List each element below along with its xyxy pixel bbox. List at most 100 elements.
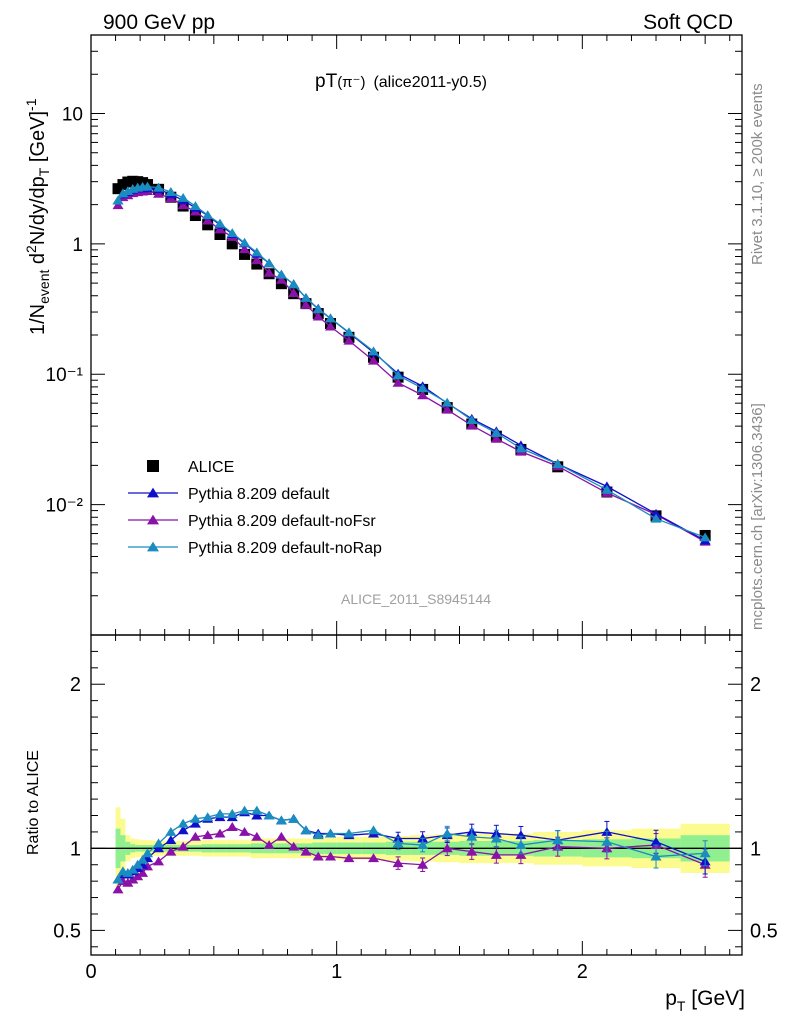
ratio-point-noFsr xyxy=(177,841,189,851)
ratio-point-noFsr xyxy=(226,822,238,831)
point-noRap xyxy=(251,247,263,257)
ratio-point-noRap xyxy=(112,874,124,884)
point-noFsr xyxy=(466,420,478,430)
ratio-point-noFsr xyxy=(263,840,275,850)
y-tick-label-main: 10 xyxy=(62,104,83,125)
ratio-point-noRap xyxy=(263,810,275,820)
legend-marker-default xyxy=(147,487,159,498)
point-noFsr xyxy=(153,188,165,198)
point-noRap xyxy=(466,415,478,425)
alice-point xyxy=(189,210,201,222)
ratio-point-noRap xyxy=(137,854,149,864)
y-tick-label-main: 10⁻¹ xyxy=(46,365,84,386)
ratio-point-noFsr xyxy=(325,851,337,861)
ratio-point-noRap xyxy=(515,840,527,850)
ratio-point-noRap xyxy=(288,813,300,823)
point-noFsr xyxy=(288,288,300,297)
plot-title: pT(π⁻) (alice2011-y0.5) xyxy=(315,71,487,92)
y-tick-label-ratio: 0.5 xyxy=(53,920,81,942)
legend-marker-alice xyxy=(147,460,159,472)
ratio-point-noRap xyxy=(165,826,177,836)
point-noFsr xyxy=(202,215,214,225)
ratio-point-noRap xyxy=(343,828,355,838)
series-line-noRap xyxy=(117,185,706,539)
ratio-point-noFsr xyxy=(466,846,478,856)
point-noFsr xyxy=(239,244,251,254)
point-noFsr xyxy=(214,224,226,234)
ratio-point-noFsr xyxy=(392,858,404,868)
ratio-point-noRap xyxy=(153,838,165,848)
header-left: 900 GeV pp xyxy=(103,11,215,34)
point-noFsr xyxy=(263,267,275,277)
x-axis-label: pT [GeV] xyxy=(665,987,745,1014)
ratio-point-noRap xyxy=(417,840,429,850)
ratio-point-noRap xyxy=(466,831,478,841)
header-right: Soft QCD xyxy=(643,11,733,34)
rivet-label: Rivet 3.1.10, ≥ 200k events xyxy=(749,83,766,265)
ratio-point-noFsr xyxy=(275,831,287,841)
point-noFsr xyxy=(441,404,453,414)
ratio-point-noFsr xyxy=(368,853,380,863)
point-noRap xyxy=(226,228,238,238)
ratio-point-noFsr xyxy=(189,831,201,841)
legend-label-default: Pythia 8.209 default xyxy=(188,486,330,503)
ratio-point-noRap xyxy=(699,848,711,858)
point-noFsr xyxy=(368,355,380,365)
point-noRap xyxy=(177,193,189,202)
point-noRap xyxy=(552,459,564,468)
ratio-point-noFsr xyxy=(165,846,177,856)
alice-point xyxy=(214,228,226,240)
main-axes: 10⁻² 10⁻¹ 1 10 xyxy=(46,34,742,636)
point-noRap xyxy=(490,427,502,437)
ratio-point-noFsr xyxy=(214,828,226,838)
ratio-point-noFsr xyxy=(112,884,124,894)
ratio-point-noRap xyxy=(490,833,502,843)
legend-label-ALICE: ALICE xyxy=(188,459,234,476)
point-noRap xyxy=(441,397,453,407)
point-noRap xyxy=(142,181,154,191)
point-noFsr xyxy=(325,321,337,331)
x-tick-label: 1 xyxy=(331,961,342,983)
main-series xyxy=(112,175,711,546)
ratio-series xyxy=(112,805,711,894)
ratio-point-noFsr xyxy=(132,871,144,881)
point-noRap xyxy=(601,484,613,494)
ratio-point-default xyxy=(177,825,189,835)
ratio-point-noRap xyxy=(132,859,144,869)
ratio-axes: 0.5 0.5 1 1 2 2 0 1 2 xyxy=(53,635,778,983)
ratio-point-noRap xyxy=(122,867,134,877)
ratio-point-noRap xyxy=(650,851,662,861)
point-noFsr xyxy=(392,377,404,387)
point-noRap xyxy=(153,182,165,192)
x-tick-label: 2 xyxy=(577,961,588,983)
ratio-point-noFsr xyxy=(122,877,134,887)
point-noRap xyxy=(650,513,662,523)
point-noRap xyxy=(263,258,275,268)
ratio-point-noFsr xyxy=(441,843,453,853)
point-noRap xyxy=(368,346,380,356)
point-noRap xyxy=(112,195,124,205)
ratio-point-noFsr xyxy=(137,867,149,877)
ratio-point-noRap xyxy=(601,836,613,846)
point-noFsr xyxy=(490,433,502,443)
point-noFsr xyxy=(112,200,124,210)
point-default xyxy=(650,508,662,518)
alice-point xyxy=(226,238,238,250)
ratio-frame xyxy=(90,634,743,956)
ratio-point-noFsr xyxy=(251,831,263,841)
point-noRap xyxy=(392,370,404,380)
y-tick-label-main: 1 xyxy=(72,235,83,256)
y-tick-label-ratio-right: 2 xyxy=(750,674,761,696)
alice-point xyxy=(239,248,251,260)
ratio-point-noFsr xyxy=(490,849,502,859)
legend-label-noFsr: Pythia 8.209 default-noFsr xyxy=(188,513,376,530)
ratio-point-noRap xyxy=(368,825,380,835)
ratio-point-noRap xyxy=(325,828,337,838)
y-axis-label-main: 1/Nevent d2N/dy/dpT [GeV]-1 xyxy=(23,98,52,335)
point-noFsr xyxy=(343,335,355,345)
ratio-point-noRap xyxy=(226,808,238,818)
point-noFsr xyxy=(312,311,324,321)
point-noRap xyxy=(699,532,711,542)
ratio-point-noFsr xyxy=(515,849,527,859)
